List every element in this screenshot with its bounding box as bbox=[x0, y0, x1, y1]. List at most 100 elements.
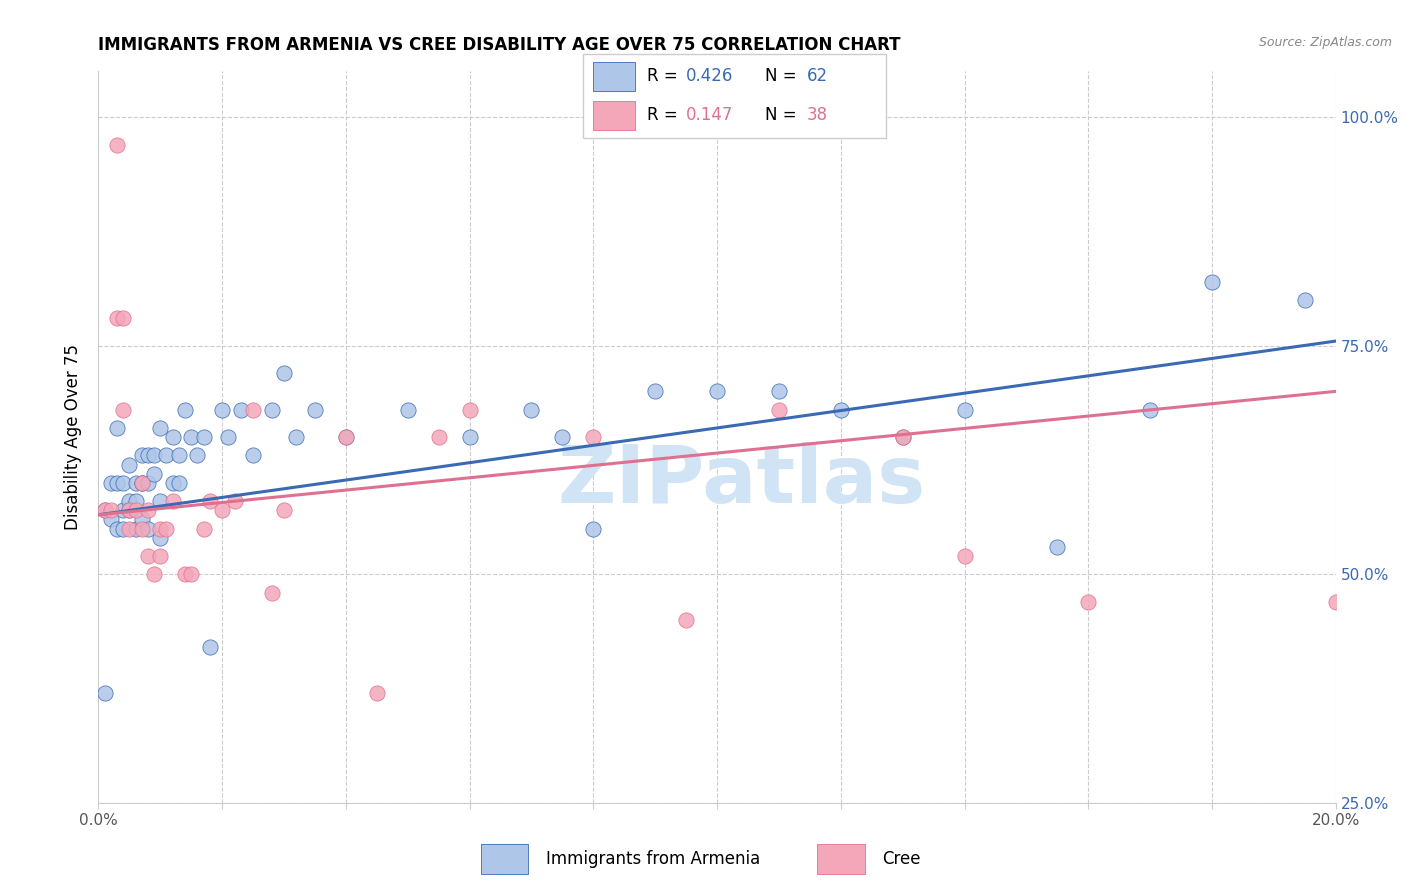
Point bbox=[155, 521, 177, 535]
Point bbox=[396, 402, 419, 417]
Text: Immigrants from Armenia: Immigrants from Armenia bbox=[546, 849, 761, 868]
Point bbox=[131, 512, 153, 526]
Text: R =: R = bbox=[647, 106, 683, 124]
Text: 38: 38 bbox=[807, 106, 828, 124]
Point bbox=[304, 402, 326, 417]
Point bbox=[131, 475, 153, 490]
Point bbox=[131, 521, 153, 535]
Point bbox=[768, 384, 790, 399]
Point bbox=[149, 521, 172, 535]
Point bbox=[193, 521, 215, 535]
Point bbox=[162, 475, 184, 490]
Point bbox=[1139, 402, 1161, 417]
Point bbox=[242, 402, 264, 417]
Point bbox=[118, 521, 141, 535]
Point bbox=[112, 311, 135, 326]
Point bbox=[149, 549, 172, 563]
Point bbox=[105, 475, 128, 490]
Point bbox=[112, 521, 135, 535]
Point bbox=[143, 467, 166, 481]
Point bbox=[118, 494, 141, 508]
Bar bbox=[592, 62, 636, 91]
Point bbox=[229, 402, 252, 417]
Point bbox=[93, 503, 115, 517]
Point bbox=[93, 503, 115, 517]
Point bbox=[136, 521, 159, 535]
Y-axis label: Disability Age Over 75: Disability Age Over 75 bbox=[65, 344, 83, 530]
Point bbox=[100, 475, 122, 490]
Point bbox=[136, 448, 159, 462]
Point bbox=[118, 458, 141, 472]
Point bbox=[155, 448, 177, 462]
Point bbox=[124, 503, 146, 517]
Text: 62: 62 bbox=[807, 68, 828, 86]
Point bbox=[131, 448, 153, 462]
Point bbox=[124, 475, 146, 490]
Point bbox=[551, 430, 574, 444]
Text: IMMIGRANTS FROM ARMENIA VS CREE DISABILITY AGE OVER 75 CORRELATION CHART: IMMIGRANTS FROM ARMENIA VS CREE DISABILI… bbox=[98, 36, 901, 54]
Point bbox=[93, 686, 115, 700]
Point bbox=[105, 311, 128, 326]
Point bbox=[136, 475, 159, 490]
Point bbox=[520, 402, 543, 417]
Point bbox=[174, 567, 197, 582]
Point bbox=[100, 503, 122, 517]
Point bbox=[335, 430, 357, 444]
Point bbox=[118, 503, 141, 517]
Point bbox=[112, 503, 135, 517]
Point bbox=[180, 430, 202, 444]
Point bbox=[644, 384, 666, 399]
Point bbox=[149, 531, 172, 545]
Point bbox=[149, 421, 172, 435]
Point bbox=[105, 421, 128, 435]
Point bbox=[891, 430, 914, 444]
Point bbox=[427, 430, 450, 444]
Point bbox=[830, 402, 852, 417]
Point bbox=[162, 494, 184, 508]
Point bbox=[167, 475, 190, 490]
Point bbox=[1294, 293, 1316, 307]
Text: N =: N = bbox=[765, 68, 801, 86]
Point bbox=[260, 402, 283, 417]
Bar bbox=[481, 844, 529, 874]
Point bbox=[131, 475, 153, 490]
Point bbox=[198, 640, 221, 655]
Point bbox=[143, 448, 166, 462]
Point bbox=[105, 521, 128, 535]
Point bbox=[768, 402, 790, 417]
Text: R =: R = bbox=[647, 68, 683, 86]
Point bbox=[174, 402, 197, 417]
Point bbox=[366, 686, 388, 700]
Point bbox=[675, 613, 697, 627]
Point bbox=[124, 521, 146, 535]
Point bbox=[105, 137, 128, 152]
Point bbox=[273, 503, 295, 517]
Point bbox=[118, 503, 141, 517]
Point bbox=[180, 567, 202, 582]
Text: 0.147: 0.147 bbox=[686, 106, 734, 124]
Point bbox=[112, 475, 135, 490]
Point bbox=[112, 402, 135, 417]
Point bbox=[124, 494, 146, 508]
Point bbox=[167, 448, 190, 462]
Bar bbox=[592, 101, 636, 130]
Point bbox=[131, 475, 153, 490]
Point bbox=[260, 585, 283, 599]
Point bbox=[458, 430, 481, 444]
Point bbox=[193, 430, 215, 444]
Point bbox=[891, 430, 914, 444]
Point bbox=[1046, 540, 1069, 554]
Point bbox=[335, 430, 357, 444]
Point bbox=[706, 384, 728, 399]
Point bbox=[273, 366, 295, 380]
Point bbox=[285, 430, 308, 444]
FancyBboxPatch shape bbox=[583, 54, 886, 138]
Point bbox=[136, 503, 159, 517]
Bar bbox=[817, 844, 865, 874]
Point bbox=[953, 549, 976, 563]
Point bbox=[100, 512, 122, 526]
Point bbox=[1324, 595, 1347, 609]
Point bbox=[136, 549, 159, 563]
Point bbox=[242, 448, 264, 462]
Point bbox=[582, 430, 605, 444]
